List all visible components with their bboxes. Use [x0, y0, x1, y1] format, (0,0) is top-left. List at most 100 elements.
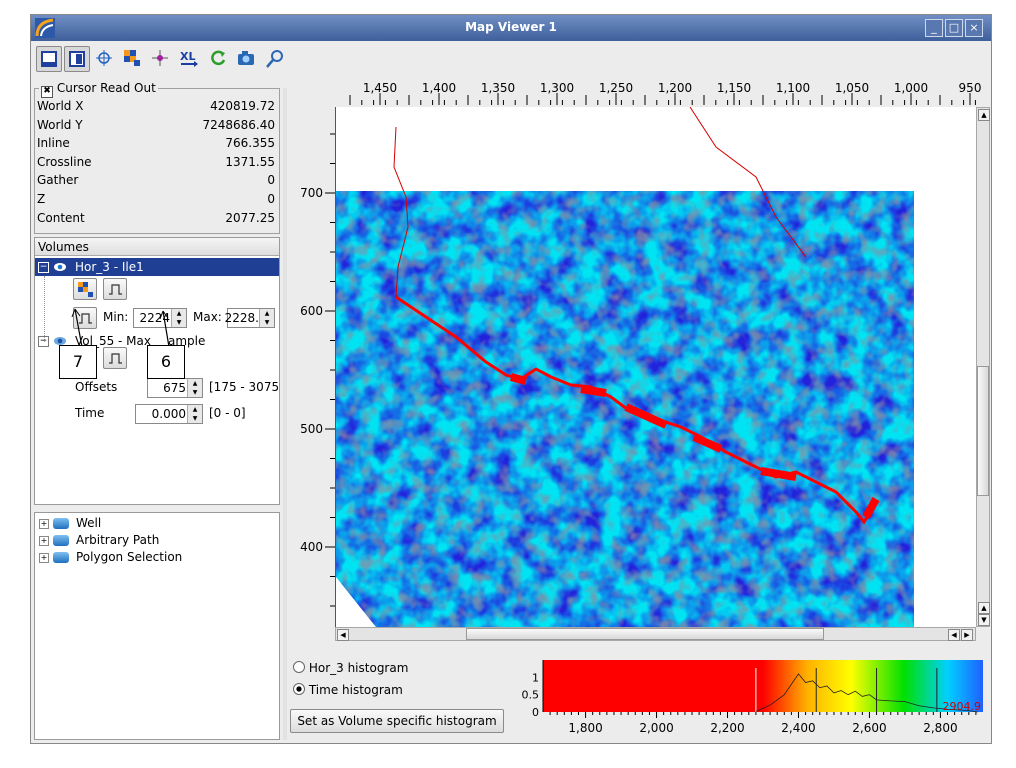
view-mode-1-button[interactable] — [36, 46, 62, 72]
scroll-up-icon-2[interactable]: ▲ — [978, 602, 990, 614]
set-volume-histogram-button[interactable]: Set as Volume specific histogram — [290, 709, 504, 733]
refresh-button[interactable] — [206, 46, 232, 72]
snapshot-button[interactable] — [234, 46, 260, 72]
readout-value: 0 — [267, 192, 275, 206]
close-button[interactable]: × — [965, 19, 983, 37]
x-tick-label: 1,000 — [894, 81, 928, 95]
colormap-icon — [78, 282, 93, 297]
object-item-label: Polygon Selection — [76, 550, 183, 564]
max-value: 2228. — [224, 311, 259, 325]
histogram-x-label: 2,400 — [781, 721, 815, 735]
object-type-icon — [53, 552, 69, 563]
vertical-scrollbar[interactable]: ▲ ▲ ▼ — [976, 107, 990, 627]
radio-hor3-histogram[interactable]: Hor_3 histogram — [293, 661, 408, 675]
cursor-readout-checkbox[interactable]: ✖ — [41, 86, 53, 98]
time-label: Time — [75, 406, 105, 420]
camera-icon — [238, 51, 254, 65]
offsets-spinbox[interactable]: 675 ▲ ▼ — [147, 378, 203, 398]
x-ruler: 1,450 1,400 1,350 1,300 1,250 1,200 1,150 1,100… — [336, 81, 990, 105]
histogram-y-tick: 0 — [532, 706, 539, 719]
scroll-right-icon[interactable]: ▶ — [961, 629, 973, 641]
horizontal-scroll-thumb[interactable] — [466, 628, 824, 640]
maximize-button[interactable]: □ — [945, 19, 963, 37]
x-tick-label: 1,450 — [363, 81, 397, 95]
expand-icon[interactable]: + — [39, 536, 49, 546]
scroll-down-icon[interactable]: ▼ — [978, 614, 990, 626]
pulse-icon — [109, 284, 122, 295]
min-value: 2224 — [139, 311, 170, 325]
y-ruler: 700 600 500 400 — [289, 107, 335, 627]
readout-row-gather: Gather 0 — [37, 171, 277, 189]
spin-arrows-icon[interactable]: ▲ ▼ — [187, 379, 202, 397]
x-tick-label: 1,300 — [540, 81, 574, 95]
refresh-icon — [211, 50, 226, 66]
svg-text:XL: XL — [180, 50, 196, 63]
scroll-left-icon[interactable]: ◀ — [337, 629, 349, 641]
object-item-arbitrary-path[interactable]: + Arbitrary Path — [35, 532, 275, 549]
pick-point-button[interactable] — [148, 46, 174, 72]
spin-arrows-icon[interactable]: ▲ ▼ — [187, 405, 202, 423]
colormap-icon — [124, 50, 140, 66]
radio-time-histogram[interactable]: Time histogram — [293, 683, 403, 697]
cursor-readout-group: ✖ Cursor Read Out World X 420819.72 World … — [34, 81, 280, 234]
title-bar[interactable]: Map Viewer 1 _ □ × — [31, 15, 991, 41]
radio-empty-icon[interactable] — [293, 661, 305, 673]
offsets-value: 675 — [163, 381, 186, 395]
scroll-left-icon-2[interactable]: ◀ — [948, 629, 960, 641]
histogram-widget[interactable]: 1 0.5 0 1,800 2,000 2,200 2,400 2,600 2,800 2904.… — [507, 655, 991, 743]
time-spinbox[interactable]: 0.000 ▲ ▼ — [135, 404, 203, 424]
horizontal-scrollbar[interactable]: ◀ ◀ ▶ — [335, 627, 976, 641]
collapse-icon[interactable]: − — [38, 336, 49, 347]
colormap-settings-button[interactable] — [73, 278, 97, 300]
max-spinbox[interactable]: 2228. ▲ ▼ — [224, 308, 275, 328]
x-tick-label: 1,150 — [717, 81, 751, 95]
histogram-x-label: 2,600 — [852, 721, 886, 735]
x-tick-label: 1,350 — [481, 81, 515, 95]
cursor-readout-title: Cursor Read Out — [56, 81, 156, 95]
eye-icon[interactable] — [53, 335, 67, 347]
volume-item-vol55[interactable]: − Vol_55 - Max ample — [35, 332, 279, 350]
readout-value: 420819.72 — [210, 99, 275, 113]
object-item-well[interactable]: + Well — [35, 515, 275, 532]
scroll-up-icon[interactable]: ▲ — [978, 109, 990, 121]
export-excel-button[interactable]: XL — [176, 46, 202, 72]
colorbar — [543, 660, 983, 712]
zoom-button[interactable] — [262, 46, 288, 72]
pulse-button-2[interactable] — [73, 307, 97, 329]
readout-value: 2077.25 — [225, 210, 275, 225]
minimize-button[interactable]: _ — [925, 19, 943, 37]
view-mode-2-button[interactable] — [64, 46, 90, 72]
expand-icon[interactable]: + — [39, 553, 49, 563]
pulse-button-3[interactable] — [103, 347, 127, 369]
object-item-polygon-selection[interactable]: + Polygon Selection — [35, 549, 275, 566]
readout-label: World Y — [37, 117, 83, 132]
collapse-icon[interactable]: − — [38, 262, 49, 273]
map-canvas[interactable] — [335, 107, 977, 627]
radio-selected-icon[interactable] — [293, 683, 305, 695]
histogram-y-tick: 1 — [532, 671, 539, 684]
excel-export-icon: XL — [180, 50, 198, 67]
pulse-button-1[interactable] — [103, 278, 127, 300]
volume-item-hor3[interactable]: − Hor_3 - Ile1 — [35, 258, 279, 276]
readout-row-world-x: World X 420819.72 — [37, 97, 277, 115]
crosshair-button[interactable] — [92, 46, 118, 72]
object-type-icon — [53, 518, 69, 529]
spin-arrows-icon[interactable]: ▲ ▼ — [259, 309, 274, 327]
y-tick-label: 500 — [300, 422, 323, 436]
readout-value: 766.355 — [225, 136, 275, 151]
toolbar: XL — [31, 42, 991, 76]
histogram-chart: 1 0.5 0 1,800 2,000 2,200 2,400 2,600 2,800 2904.… — [522, 660, 983, 735]
volumes-header: Volumes — [35, 238, 279, 256]
y-tick-label: 600 — [300, 304, 323, 318]
callout-6: 6 — [147, 345, 185, 379]
eye-icon[interactable] — [53, 261, 67, 273]
histogram-x-label: 2,800 — [923, 721, 957, 735]
expand-icon[interactable]: + — [39, 519, 49, 529]
vertical-scroll-thumb[interactable] — [977, 366, 989, 496]
pulse-icon — [79, 313, 92, 324]
spin-arrows-icon[interactable]: ▲ ▼ — [171, 309, 186, 327]
window-title: Map Viewer 1 — [465, 20, 557, 34]
histogram-x-label: 2,200 — [710, 721, 744, 735]
colormap-button[interactable] — [120, 46, 146, 72]
panel-splitter[interactable] — [283, 88, 287, 740]
